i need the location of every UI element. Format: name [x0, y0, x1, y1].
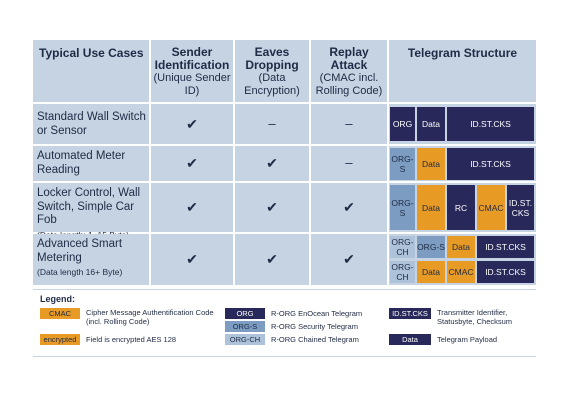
row-2-replay: –: [311, 146, 387, 181]
row-3-eaves: ✔: [235, 183, 309, 232]
row-4-case-text: Advanced Smart Metering: [37, 238, 123, 264]
row-2-eaves: ✔: [235, 146, 309, 181]
r3-org-s: ORG-S: [390, 185, 415, 230]
r4b-idstcks: ID.ST.CKS: [477, 261, 534, 283]
legend-idstcks-box: ID.ST.CKS: [389, 308, 431, 319]
header-replay-sub: (CMAC incl. Rolling Code): [315, 72, 383, 97]
r1-idstcks: ID.ST.CKS: [447, 107, 534, 141]
legend-org-ch-box: ORG-CH: [225, 334, 265, 345]
header-replay: Replay Attack (CMAC incl. Rolling Code): [311, 40, 387, 102]
header-replay-title: Replay Attack: [329, 45, 369, 72]
row-1-eaves: –: [235, 104, 309, 144]
r4b-data: Data: [417, 261, 445, 283]
r4a-idstcks: ID.ST.CKS: [477, 236, 534, 258]
row-3-replay: ✔: [311, 183, 387, 232]
header-telegram-cell: Telegram Structure: [389, 40, 536, 102]
legend-org-s-box: ORG-S: [225, 321, 265, 332]
header-sender-title: Sender Identification: [154, 45, 230, 72]
legend-org-s-text: R-ORG Security Telegram: [271, 322, 358, 331]
r1-data: Data: [417, 107, 445, 141]
row-4-eaves: ✔: [235, 234, 309, 285]
row-1-telegram: ORG Data ID.ST.CKS: [389, 104, 536, 144]
header-eaves-sub: (Data Encryption): [244, 72, 300, 97]
row-2-case-text: Automated Meter Reading: [37, 150, 126, 176]
r2-data: Data: [417, 148, 445, 180]
r4a-org-s: ORG-S: [417, 236, 445, 258]
header-sender: Sender Identification (Unique Sender ID): [151, 40, 233, 102]
row-4-note: (Data length 16+ Byte): [37, 267, 123, 277]
legend-data-box: Data: [389, 334, 431, 345]
row-2-sender: ✔: [151, 146, 233, 181]
legend-org-ch-text: R-ORG Chained Telegram: [271, 335, 359, 344]
legend-encrypted-box: encrypted: [40, 334, 80, 345]
row-4-case: Advanced Smart Metering (Data length 16+…: [33, 234, 149, 285]
r4a-data: Data: [447, 236, 475, 258]
r2-idstcks: ID.ST.CKS: [447, 148, 534, 180]
row-2-case: Automated Meter Reading: [33, 146, 149, 181]
r2-org-s: ORG-S: [390, 148, 415, 180]
row-2-telegram: ORG-S Data ID.ST.CKS: [389, 146, 536, 181]
header-sender-sub: (Unique Sender ID): [153, 72, 231, 97]
row-3-case: Locker Control, Wall Switch, Simple Car …: [33, 183, 149, 240]
row-3-sender: ✔: [151, 183, 233, 232]
row-4-telegram: ORG-CH ORG-S Data ID.ST.CKS ORG-CH Data …: [389, 234, 536, 285]
legend-cmac-box: CMAC: [40, 308, 80, 319]
header-telegram: Telegram Structure: [407, 46, 518, 60]
legend-org-text: R-ORG EnOcean Telegram: [271, 309, 363, 318]
legend-top-rule: [33, 289, 536, 290]
legend-data-text: Telegram Payload: [437, 335, 498, 344]
legend-encrypted-text: Field is encrypted AES 128: [86, 335, 177, 344]
row-1-sender: ✔: [151, 104, 233, 144]
row-1-case: Standard Wall Switch or Sensor: [33, 104, 149, 144]
r4b-org-ch: ORG-CH: [390, 261, 415, 283]
row-1-replay: –: [311, 104, 387, 144]
header-use-cases-cell: Typical Use Cases: [33, 40, 149, 102]
r4b-cmac: CMAC: [447, 261, 475, 283]
r3-idstcks: ID.ST. CKS: [507, 185, 534, 230]
row-4-replay: ✔: [311, 234, 387, 285]
r3-cmac: CMAC: [477, 185, 505, 230]
legend-bottom-rule: [33, 356, 536, 357]
row-3-telegram: ORG-S Data RC CMAC ID.ST. CKS: [389, 183, 536, 232]
legend-cmac-text: Cipher Message Authentification Code (in…: [86, 308, 214, 326]
legend-idstcks-text: Transmitter Identifier, Statusbyte, Chec…: [437, 308, 513, 326]
r4a-org-ch: ORG-CH: [390, 236, 415, 258]
legend-org-box: ORG: [225, 308, 265, 319]
r1-org: ORG: [390, 107, 415, 141]
legend-title: Legend:: [40, 294, 75, 304]
row-4-sender: ✔: [151, 234, 233, 285]
header-use-cases: Typical Use Cases: [39, 46, 144, 60]
r3-rc: RC: [447, 185, 475, 230]
header-eaves-title: Eaves Dropping: [245, 45, 299, 72]
header-eaves: Eaves Dropping (Data Encryption): [235, 40, 309, 102]
row-1-case-text: Standard Wall Switch or Sensor: [37, 111, 146, 137]
r3-data: Data: [417, 185, 445, 230]
row-3-case-text: Locker Control, Wall Switch, Simple Car …: [37, 187, 141, 226]
